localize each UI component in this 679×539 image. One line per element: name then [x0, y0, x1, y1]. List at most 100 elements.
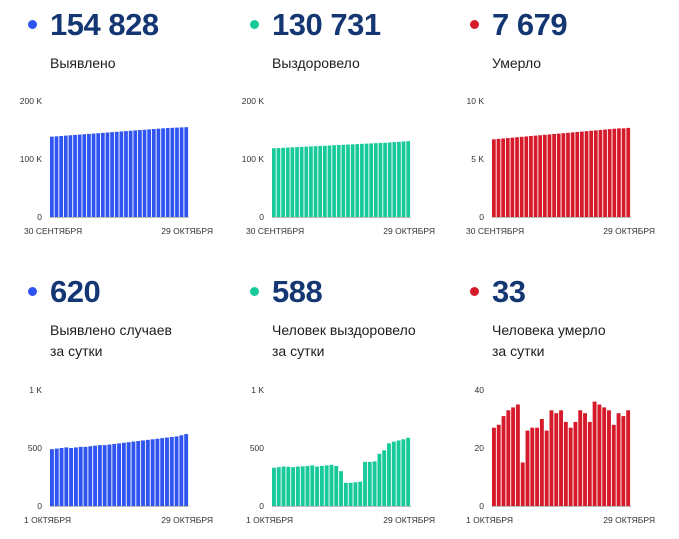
bar [501, 416, 506, 506]
bar [506, 410, 511, 506]
bar [59, 448, 64, 506]
bar [155, 438, 160, 506]
bar [626, 410, 631, 506]
bar [119, 131, 124, 217]
bar [505, 138, 510, 217]
bar-chart: 0 500 1 K 1 ОКТЯБРЯ 29 ОКТЯБРЯ [24, 385, 213, 525]
bar [626, 127, 631, 217]
y-tick-label: 200 K [242, 96, 265, 106]
legend-dot [250, 20, 259, 29]
legend-dot [28, 287, 37, 296]
bar [580, 131, 584, 217]
legend-dot [470, 20, 479, 29]
bar-chart: 0 20 40 1 ОКТЯБРЯ 29 ОКТЯБРЯ [466, 385, 655, 525]
bar [83, 446, 88, 506]
bar [93, 445, 98, 506]
bar [64, 447, 69, 506]
bar [272, 148, 276, 217]
bar [556, 133, 561, 217]
bar [179, 435, 184, 506]
stat-value: 154 828 [50, 7, 159, 42]
bar [539, 419, 544, 506]
bar [91, 133, 96, 217]
stat-label-line: за сутки [50, 343, 103, 359]
bar [114, 131, 119, 217]
bar [291, 467, 296, 506]
bar [549, 410, 554, 506]
stat-label-line: Умерло [492, 55, 542, 71]
bar [391, 441, 396, 506]
stat-panel-recovered-daily: 588 Человек выздоровело за сутки 0 500 1 K 1 О… [222, 272, 442, 537]
bar [151, 129, 156, 217]
y-tick-label: 0 [479, 501, 484, 511]
bar [401, 141, 406, 217]
bar [373, 143, 378, 217]
stat-panel-deaths-daily: 33 Человека умерло за сутки 0 20 40 1 ОКТЯБРЯ 2… [442, 272, 662, 537]
bar [346, 144, 350, 217]
bar [309, 146, 313, 217]
x-end-label: 29 ОКТЯБРЯ [161, 226, 213, 236]
bar [322, 145, 327, 217]
bar [515, 404, 520, 506]
bar [589, 130, 594, 217]
bar [276, 467, 281, 506]
bar [69, 448, 74, 506]
bar [336, 145, 341, 217]
bar [50, 136, 54, 217]
bar-chart: 0 100 K 200 K 30 СЕНТЯБРЯ 29 ОКТЯБРЯ [242, 96, 435, 236]
bar [138, 130, 142, 217]
y-tick-label: 0 [259, 212, 264, 222]
bar [305, 465, 310, 506]
bar [377, 453, 382, 506]
legend-dot [250, 287, 259, 296]
bar [68, 135, 73, 217]
bar [515, 137, 519, 217]
y-tick-label: 500 [250, 443, 264, 453]
bar [77, 134, 82, 217]
bar [133, 130, 138, 217]
y-tick-label: 500 [28, 443, 42, 453]
stat-panel-detected-daily: 620 Выявлено случаев за сутки 0 500 1 K 1 ОКТЯ… [0, 272, 220, 537]
bar [54, 136, 59, 217]
y-tick-label: 200 K [20, 96, 43, 106]
x-start-label: 1 ОКТЯБРЯ [24, 515, 71, 525]
bar [529, 136, 533, 217]
bar [392, 142, 397, 217]
bar [511, 407, 516, 506]
bar [329, 464, 334, 506]
bar [300, 466, 305, 506]
bar [593, 130, 598, 217]
bar [597, 404, 602, 506]
bar [295, 466, 300, 506]
bar [136, 441, 141, 506]
bar [406, 141, 411, 217]
bar [63, 135, 68, 217]
bar [295, 147, 299, 217]
y-tick-label: 10 K [467, 96, 485, 106]
bar [102, 445, 107, 506]
bar [324, 465, 329, 506]
bar [358, 481, 363, 506]
bar [313, 146, 318, 217]
bar [520, 462, 525, 506]
y-tick-label: 100 K [242, 154, 265, 164]
bar [568, 427, 573, 506]
bar [272, 467, 276, 506]
stat-label: Человек выздоровело за сутки [272, 320, 416, 362]
bar-chart: 0 5 K 10 K 30 СЕНТЯБРЯ 29 ОКТЯБРЯ [466, 96, 655, 236]
y-tick-label: 0 [479, 212, 484, 222]
y-tick-label: 5 K [471, 154, 484, 164]
stat-value: 7 679 [492, 7, 568, 42]
x-start-label: 1 ОКТЯБРЯ [246, 515, 293, 525]
bar [355, 144, 360, 217]
bar [147, 129, 152, 217]
stat-value: 588 [272, 274, 323, 309]
bar [131, 441, 136, 506]
bar [107, 444, 112, 506]
bar [156, 128, 161, 217]
bar [299, 146, 304, 217]
bar [304, 146, 309, 217]
bar [145, 439, 150, 506]
bar [387, 142, 392, 217]
bar [566, 132, 570, 217]
